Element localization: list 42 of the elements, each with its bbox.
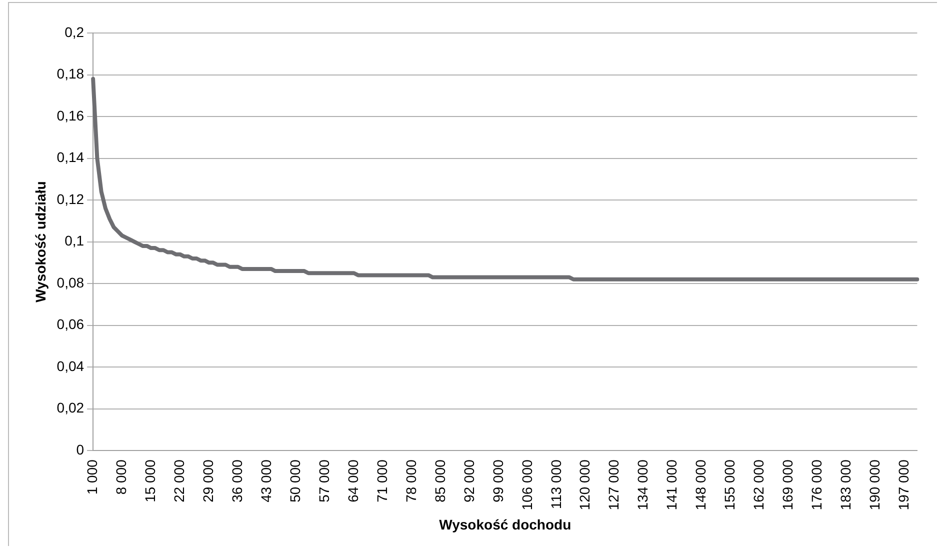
x-tick-label: 197 000 (896, 459, 912, 510)
x-axis-title: Wysokość dochodu (439, 516, 572, 532)
x-tick-label: 1 000 (84, 459, 100, 495)
y-tick-label: 0,04 (56, 358, 84, 374)
x-tick-label: 106 000 (518, 459, 535, 510)
x-tick-label: 134 000 (634, 459, 651, 510)
x-tick-label: 85 000 (432, 459, 448, 502)
x-tick-label: 71 000 (374, 459, 390, 502)
x-tick-label: 29 000 (200, 459, 216, 502)
y-tick-label: 0,2 (64, 24, 84, 40)
x-tick-label: 190 000 (866, 459, 883, 510)
x-tick-label: 8 000 (112, 459, 129, 495)
y-tick-label: 0,12 (56, 190, 84, 207)
x-tick-label: 57 000 (316, 459, 332, 502)
x-tick-label: 141 000 (664, 459, 680, 510)
x-tick-label: 36 000 (228, 459, 245, 502)
x-tick-label: 120 000 (576, 459, 593, 510)
x-tick-label: 148 000 (692, 459, 709, 510)
x-tick-label: 162 000 (750, 459, 767, 510)
x-tick-label: 99 000 (490, 459, 506, 502)
x-tick-label: 176 000 (808, 459, 825, 510)
y-tick-label: 0,08 (56, 274, 84, 290)
x-tick-label: 169 000 (780, 459, 796, 510)
x-tick-label: 50 000 (286, 459, 303, 502)
y-tick-label: 0,16 (56, 107, 84, 124)
x-tick-label: 113 000 (548, 459, 564, 510)
y-tick-label: 0,1 (64, 232, 84, 249)
x-tick-label: 183 000 (838, 459, 854, 510)
x-tick-label: 78 000 (402, 459, 419, 502)
y-tick-label: 0,14 (56, 149, 84, 166)
y-tick-label: 0,02 (56, 400, 84, 416)
x-tick-label: 43 000 (258, 459, 274, 502)
x-tick-label: 155 000 (722, 459, 738, 510)
y-tick-label: 0 (76, 441, 84, 458)
y-tick-label: 0,06 (56, 316, 84, 332)
y-tick-label: 0,18 (56, 66, 84, 82)
x-tick-label: 127 000 (606, 459, 622, 510)
x-tick-label: 92 000 (460, 459, 477, 502)
x-tick-label: 64 000 (344, 459, 361, 502)
x-tick-label: 15 000 (142, 459, 158, 502)
x-tick-label: 22 000 (170, 459, 187, 502)
y-axis-title: Wysokość udziału (32, 181, 48, 302)
